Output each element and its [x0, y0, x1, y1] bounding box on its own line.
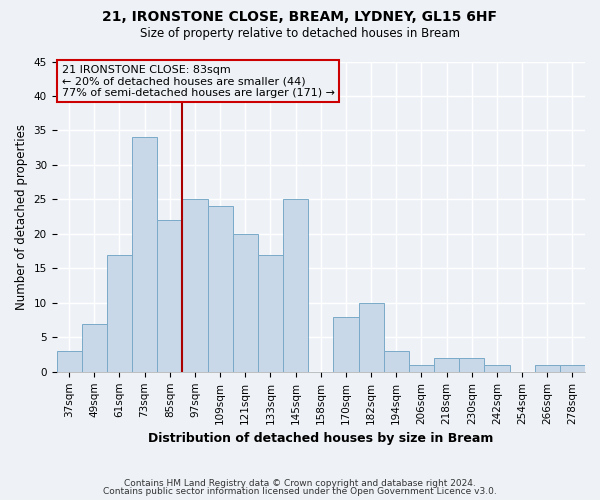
- Bar: [258, 254, 283, 372]
- Bar: [208, 206, 233, 372]
- Text: 21, IRONSTONE CLOSE, BREAM, LYDNEY, GL15 6HF: 21, IRONSTONE CLOSE, BREAM, LYDNEY, GL15…: [103, 10, 497, 24]
- Y-axis label: Number of detached properties: Number of detached properties: [15, 124, 28, 310]
- Bar: [409, 365, 434, 372]
- Bar: [359, 303, 383, 372]
- Bar: [182, 200, 208, 372]
- Bar: [233, 234, 258, 372]
- Bar: [82, 324, 107, 372]
- Bar: [383, 351, 409, 372]
- Bar: [434, 358, 459, 372]
- Text: Size of property relative to detached houses in Bream: Size of property relative to detached ho…: [140, 28, 460, 40]
- Text: Contains public sector information licensed under the Open Government Licence v3: Contains public sector information licen…: [103, 487, 497, 496]
- Bar: [334, 316, 359, 372]
- Bar: [535, 365, 560, 372]
- Bar: [157, 220, 182, 372]
- X-axis label: Distribution of detached houses by size in Bream: Distribution of detached houses by size …: [148, 432, 493, 445]
- Bar: [283, 200, 308, 372]
- Text: 21 IRONSTONE CLOSE: 83sqm
← 20% of detached houses are smaller (44)
77% of semi-: 21 IRONSTONE CLOSE: 83sqm ← 20% of detac…: [62, 64, 335, 98]
- Text: Contains HM Land Registry data © Crown copyright and database right 2024.: Contains HM Land Registry data © Crown c…: [124, 478, 476, 488]
- Bar: [56, 351, 82, 372]
- Bar: [132, 138, 157, 372]
- Bar: [459, 358, 484, 372]
- Bar: [560, 365, 585, 372]
- Bar: [107, 254, 132, 372]
- Bar: [484, 365, 509, 372]
